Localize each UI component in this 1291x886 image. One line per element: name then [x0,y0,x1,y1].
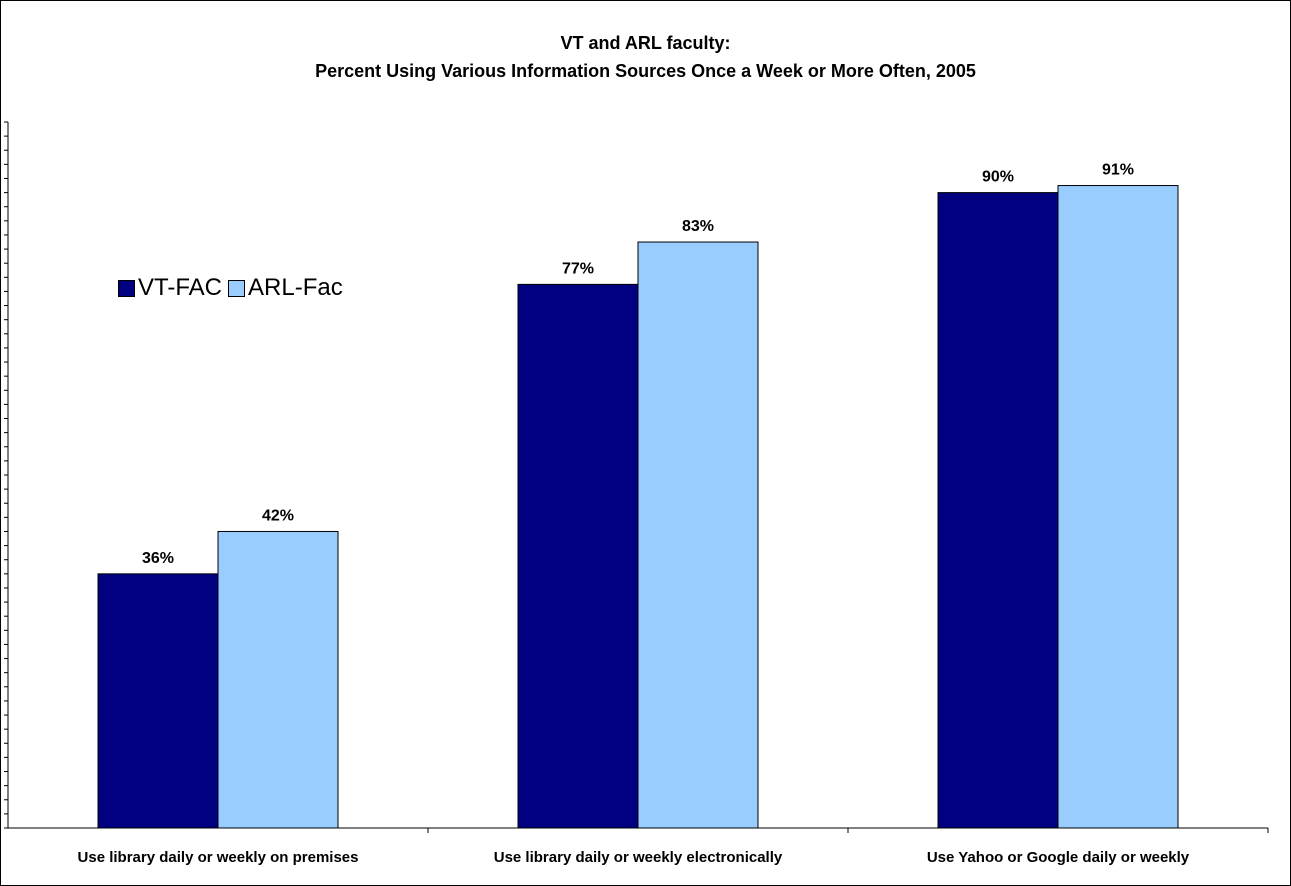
x-tick-label: Use library daily or weekly on premises [78,849,359,866]
data-label: 90% [982,169,1014,186]
legend-item-arl-fac: ARL-Fac [228,274,343,302]
chart-subtitle: Percent Using Various Information Source… [315,61,976,81]
bar-arl-fac-2 [637,241,759,829]
x-tick-label: Use Yahoo or Google daily or weekly [927,849,1190,866]
data-label: 36% [142,550,174,567]
legend-swatch-arl-fac [228,279,246,297]
legend-item-vt-fac: VT-FAC [118,274,222,302]
data-label: 42% [262,507,294,524]
bar-vt-fac-2 [517,283,639,829]
legend-label-vt-fac: VT-FAC [138,274,223,301]
x-tick-label: Use library daily or weekly electronical… [494,849,783,866]
bar-arl-fac-3 [1057,185,1179,829]
bar-arl-fac-1 [217,530,339,829]
data-label: 91% [1102,162,1134,179]
chart-title: VT and ARL faculty: [560,33,731,53]
data-label: 83% [682,218,714,235]
legend: VT-FAC ARL-Fac [118,274,349,302]
legend-swatch-vt-fac [118,279,135,297]
data-label: 77% [562,260,594,277]
bar-vt-fac-1 [97,573,219,829]
legend-label-arl-fac: ARL-Fac [248,274,343,301]
bar-vt-fac-3 [937,192,1059,829]
